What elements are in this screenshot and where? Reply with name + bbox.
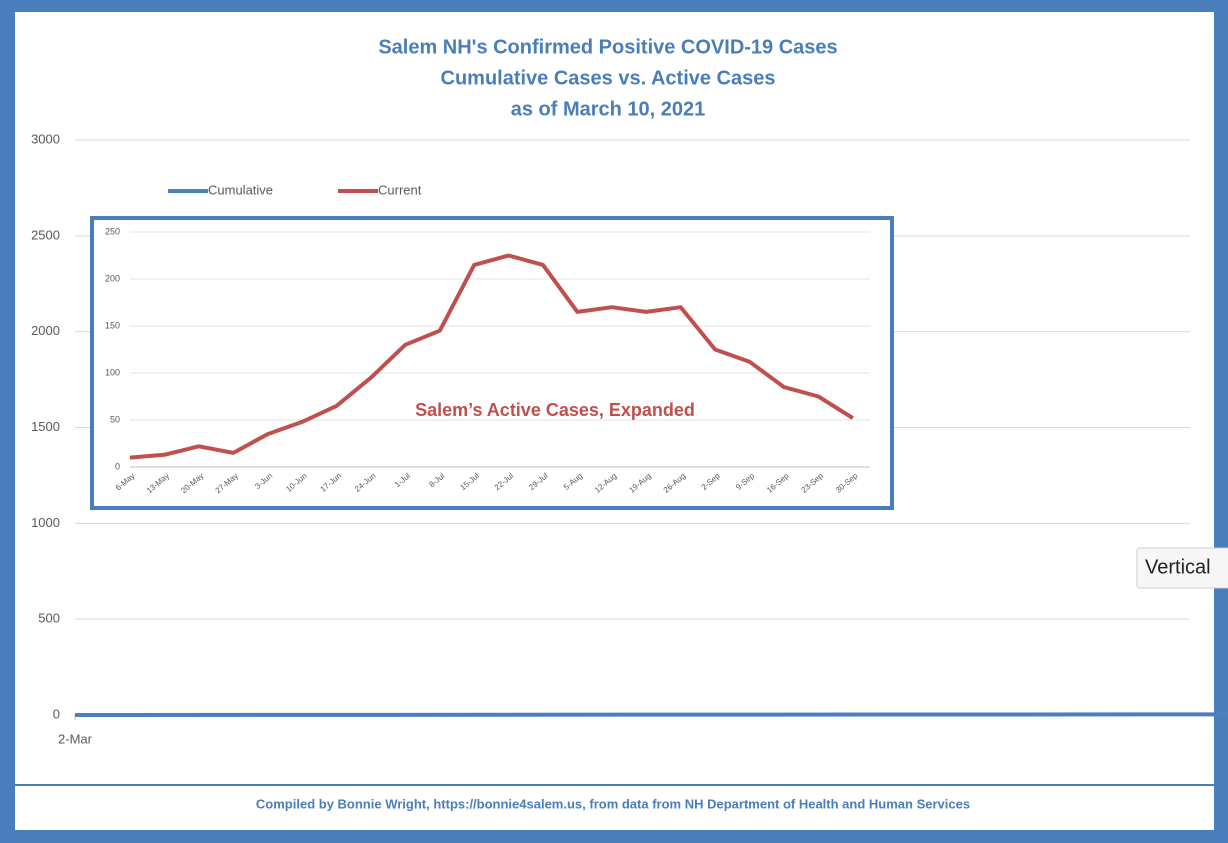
y-tick-label: 0: [115, 461, 120, 471]
inset-box: [90, 216, 894, 510]
y-tick-label: 1000: [31, 515, 60, 530]
y-tick-label: 250: [105, 226, 120, 236]
footer: Compiled by Bonnie Wright, https://bonni…: [256, 796, 970, 811]
y-tick-label: 150: [105, 320, 120, 330]
series-line: [129, 253, 854, 460]
tooltip: Vertical: [1145, 556, 1211, 578]
y-tick-label: 1500: [31, 419, 60, 434]
x-tick-label: 2-Mar: [58, 731, 93, 746]
annotation: Salem’s Active Cases, Expanded: [415, 400, 695, 420]
y-tick-label: 2500: [31, 227, 60, 242]
chart-title: Salem NH's Confirmed Positive COVID-19 C…: [378, 36, 837, 58]
y-tick-label: 2000: [31, 323, 60, 338]
y-tick-label: 200: [105, 273, 120, 283]
chart-title: Cumulative Cases vs. Active Cases: [441, 67, 776, 89]
y-tick-label: 50: [110, 414, 120, 424]
y-tick-label: 100: [105, 367, 120, 377]
y-tick-label: 500: [38, 611, 60, 626]
legend-label: Cumulative: [208, 182, 273, 197]
y-tick-label: 3000: [31, 131, 60, 146]
y-tick-label: 0: [53, 706, 60, 721]
legend-label: Current: [378, 182, 422, 197]
chart-title: as of March 10, 2021: [511, 98, 706, 120]
tooltip-box: [1136, 547, 1228, 589]
